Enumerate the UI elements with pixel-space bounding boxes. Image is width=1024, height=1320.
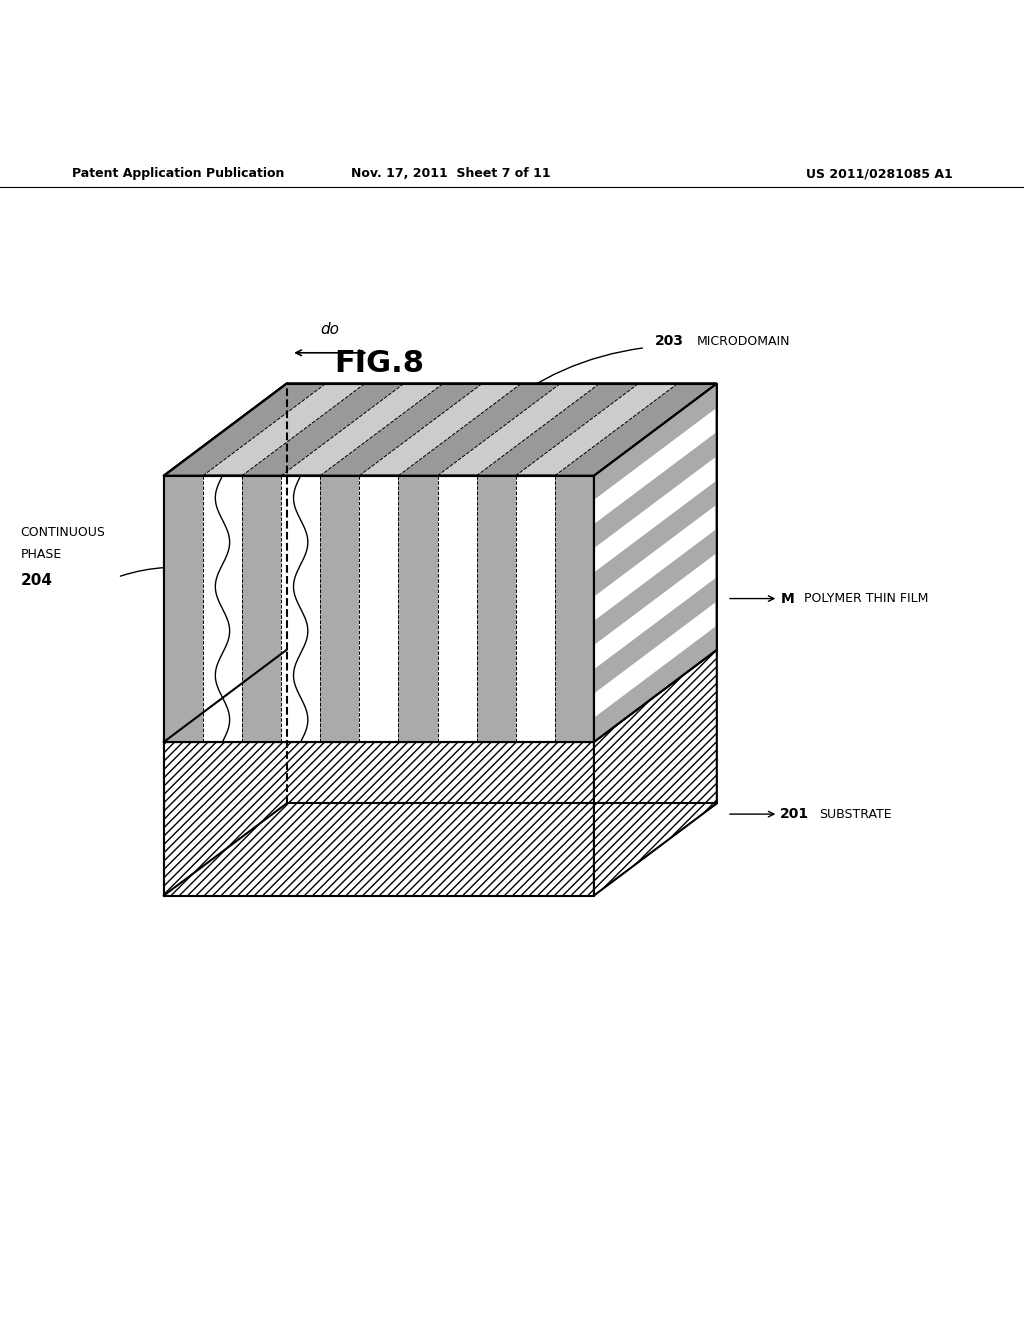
Polygon shape — [594, 626, 717, 742]
Polygon shape — [594, 480, 717, 597]
Text: 201: 201 — [780, 807, 809, 821]
Polygon shape — [398, 475, 437, 742]
Polygon shape — [476, 384, 639, 475]
Polygon shape — [164, 475, 203, 742]
Polygon shape — [594, 649, 717, 895]
Polygon shape — [398, 384, 560, 475]
Polygon shape — [164, 742, 594, 895]
Polygon shape — [594, 529, 717, 645]
Text: 203: 203 — [655, 334, 684, 347]
Polygon shape — [242, 475, 282, 742]
Polygon shape — [594, 577, 717, 693]
Text: do: do — [321, 322, 340, 338]
Text: SUBSTRATE: SUBSTRATE — [819, 808, 892, 821]
Text: Patent Application Publication: Patent Application Publication — [72, 168, 284, 180]
Text: PHASE: PHASE — [20, 548, 61, 561]
Text: M: M — [780, 591, 794, 606]
Polygon shape — [476, 475, 516, 742]
Text: POLYMER THIN FILM: POLYMER THIN FILM — [804, 593, 928, 605]
Polygon shape — [321, 384, 482, 475]
Polygon shape — [321, 475, 359, 742]
Polygon shape — [164, 649, 717, 742]
Polygon shape — [555, 475, 594, 742]
Text: Nov. 17, 2011  Sheet 7 of 11: Nov. 17, 2011 Sheet 7 of 11 — [351, 168, 550, 180]
Text: US 2011/0281085 A1: US 2011/0281085 A1 — [806, 168, 952, 180]
Polygon shape — [164, 475, 594, 742]
Polygon shape — [242, 384, 404, 475]
Text: 204: 204 — [20, 573, 52, 587]
Text: MICRODOMAIN: MICRODOMAIN — [696, 335, 790, 347]
Text: CONTINUOUS: CONTINUOUS — [20, 525, 105, 539]
Polygon shape — [164, 384, 717, 475]
Text: FIG.8: FIG.8 — [334, 348, 424, 378]
Polygon shape — [164, 384, 326, 475]
Polygon shape — [594, 384, 717, 742]
Polygon shape — [594, 384, 717, 500]
Polygon shape — [555, 384, 717, 475]
Polygon shape — [594, 432, 717, 548]
